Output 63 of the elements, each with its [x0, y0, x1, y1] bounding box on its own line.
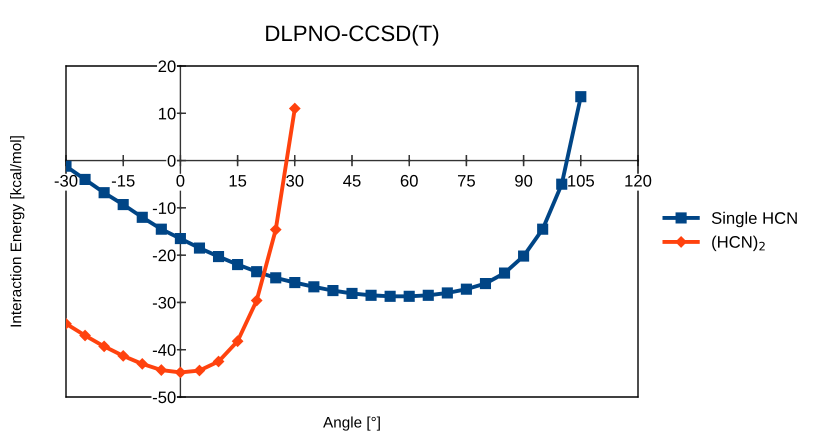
x-tick-label: 30 [286, 174, 304, 187]
point [194, 364, 206, 376]
point [404, 290, 415, 302]
x-tick-label: 75 [458, 175, 475, 187]
point [270, 272, 282, 284]
point [384, 290, 396, 302]
point [174, 233, 186, 244]
point [537, 224, 548, 235]
point [289, 277, 300, 288]
point [212, 251, 224, 262]
point [156, 224, 167, 235]
x-tick-label: 45 [343, 175, 361, 187]
y-tick-label: -50 [152, 391, 176, 404]
point [136, 212, 148, 223]
x-tick-label: -30 [54, 174, 78, 187]
point [327, 285, 338, 296]
y-tick-label: 10 [158, 108, 176, 120]
point [498, 268, 510, 279]
point [480, 278, 492, 290]
point [442, 287, 453, 299]
point [79, 330, 91, 342]
point [270, 224, 282, 236]
point [575, 91, 586, 102]
y-tick-label: -30 [152, 296, 176, 309]
y-tick-label: -20 [152, 250, 176, 262]
chart-title: DLPNO-CCSD(T) [266, 24, 438, 46]
point [251, 266, 262, 278]
point [366, 290, 377, 301]
point [80, 174, 91, 186]
x-axis-title: Angle [°] [323, 416, 380, 431]
point [232, 336, 244, 347]
point [212, 356, 224, 368]
x-tick-label: 105 [568, 174, 594, 187]
point [460, 284, 472, 295]
y-tick-label: -10 [152, 202, 176, 214]
x-tick-label: 0 [176, 174, 184, 187]
legend-label: (HCN)$_{2}$ [712, 236, 765, 252]
point [518, 250, 530, 262]
y-tick-label: -40 [152, 344, 176, 356]
point [556, 178, 568, 190]
x-tick-label: -15 [112, 175, 135, 187]
x-tick-label: 15 [230, 175, 246, 187]
point [98, 340, 110, 352]
point [98, 187, 110, 198]
x-tick-label: 120 [625, 174, 652, 187]
point [118, 350, 129, 362]
point [289, 102, 300, 114]
point [308, 281, 320, 292]
legend-label: Single HCN [712, 212, 797, 228]
y-tick-label: 20 [158, 60, 176, 72]
point [232, 259, 244, 270]
point [136, 358, 148, 370]
x-tick-label: 90 [515, 174, 532, 187]
point [156, 364, 167, 376]
point [422, 290, 434, 301]
point [346, 288, 358, 299]
point [174, 366, 186, 378]
point [194, 242, 206, 254]
y-axis-title: Interaction Energy [kcal/mol] [10, 136, 24, 326]
point [118, 198, 129, 210]
x-tick-label: 60 [400, 174, 418, 187]
y-tick-label: 0 [168, 154, 176, 167]
point [251, 294, 262, 306]
